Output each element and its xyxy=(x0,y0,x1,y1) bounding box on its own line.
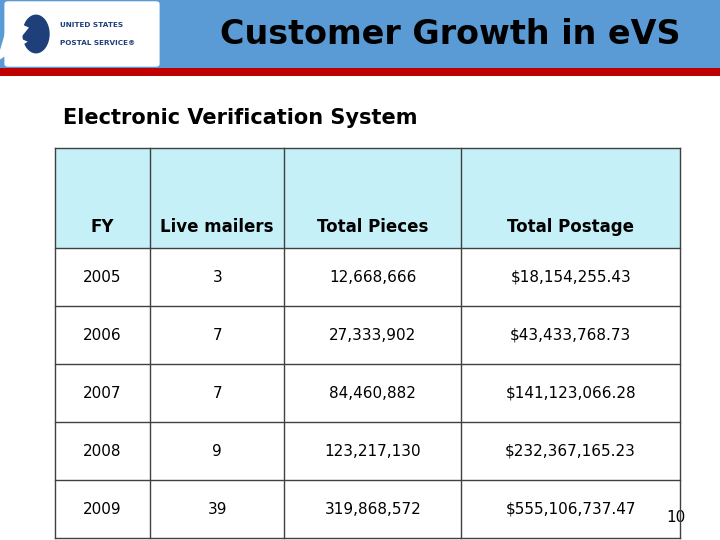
Text: POSTAL SERVICE®: POSTAL SERVICE® xyxy=(60,40,135,46)
Text: 84,460,882: 84,460,882 xyxy=(329,386,416,401)
Text: 12,668,666: 12,668,666 xyxy=(329,269,416,285)
Text: Electronic Verification System: Electronic Verification System xyxy=(63,108,418,128)
Text: 9: 9 xyxy=(212,443,222,458)
Text: 2005: 2005 xyxy=(84,269,122,285)
Text: 27,333,902: 27,333,902 xyxy=(329,327,416,342)
Text: 39: 39 xyxy=(207,502,227,516)
Text: 10: 10 xyxy=(666,510,685,525)
Text: 2009: 2009 xyxy=(84,502,122,516)
Text: $555,106,737.47: $555,106,737.47 xyxy=(505,502,636,516)
Text: Total Postage: Total Postage xyxy=(507,218,634,236)
Text: FY: FY xyxy=(91,218,114,236)
Text: Live mailers: Live mailers xyxy=(161,218,274,236)
Text: 7: 7 xyxy=(212,386,222,401)
Text: 7: 7 xyxy=(212,327,222,342)
Text: 319,868,572: 319,868,572 xyxy=(325,502,421,516)
Text: 123,217,130: 123,217,130 xyxy=(325,443,421,458)
Text: $18,154,255.43: $18,154,255.43 xyxy=(510,269,631,285)
Text: 2006: 2006 xyxy=(84,327,122,342)
Text: 3: 3 xyxy=(212,269,222,285)
Text: Total Pieces: Total Pieces xyxy=(317,218,428,236)
Text: 2007: 2007 xyxy=(84,386,122,401)
Text: $232,367,165.23: $232,367,165.23 xyxy=(505,443,636,458)
Text: Customer Growth in eVS: Customer Growth in eVS xyxy=(220,17,680,51)
Text: UNITED STATES: UNITED STATES xyxy=(60,22,123,28)
Text: 2008: 2008 xyxy=(84,443,122,458)
Text: $141,123,066.28: $141,123,066.28 xyxy=(505,386,636,401)
Text: $43,433,768.73: $43,433,768.73 xyxy=(510,327,631,342)
